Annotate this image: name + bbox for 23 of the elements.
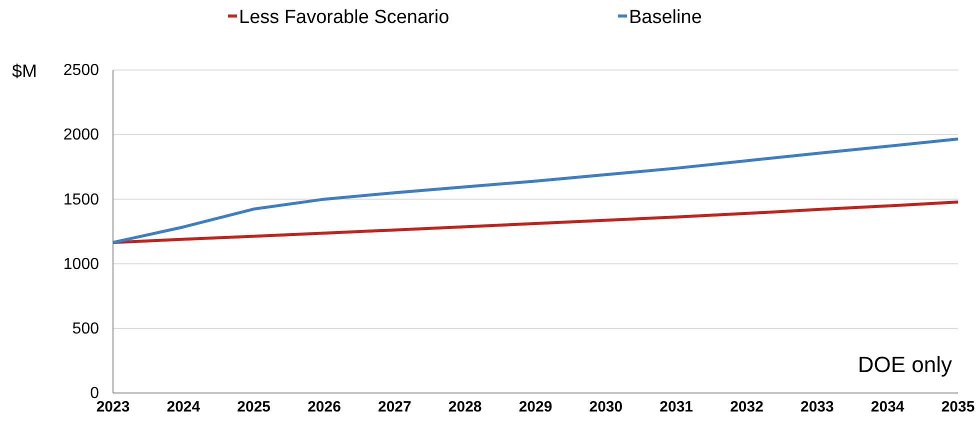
x-tick-label: 2026 xyxy=(308,398,341,416)
y-tick-label: 1500 xyxy=(63,191,100,208)
line-series xyxy=(112,137,960,244)
x-tick-label: 2028 xyxy=(448,398,482,416)
y-tick-label: 2500 xyxy=(63,62,100,80)
y-tick-label: 2000 xyxy=(63,126,100,144)
y-axis-title: $M xyxy=(12,61,38,81)
x-tick-label: 2025 xyxy=(237,398,271,416)
annotation: DOE only xyxy=(858,352,952,377)
line-series xyxy=(112,200,960,244)
y-tick-label: 1000 xyxy=(63,256,100,273)
legend-label: Less Favorable Scenario xyxy=(239,7,450,28)
x-tick-label: 2033 xyxy=(800,398,834,416)
legend-label: Baseline xyxy=(629,7,702,28)
y-tick-label: 500 xyxy=(72,320,100,338)
x-tick-label: 2032 xyxy=(730,398,764,416)
x-tick-label: 2024 xyxy=(166,398,201,416)
x-tick-label: 2030 xyxy=(589,398,623,416)
x-tick-label: 2035 xyxy=(941,398,975,416)
x-tick-label: 2034 xyxy=(870,398,905,416)
x-tick-label: 2027 xyxy=(378,398,412,416)
x-tick-label: 2029 xyxy=(518,398,552,416)
x-tick-label: 2031 xyxy=(660,398,694,416)
